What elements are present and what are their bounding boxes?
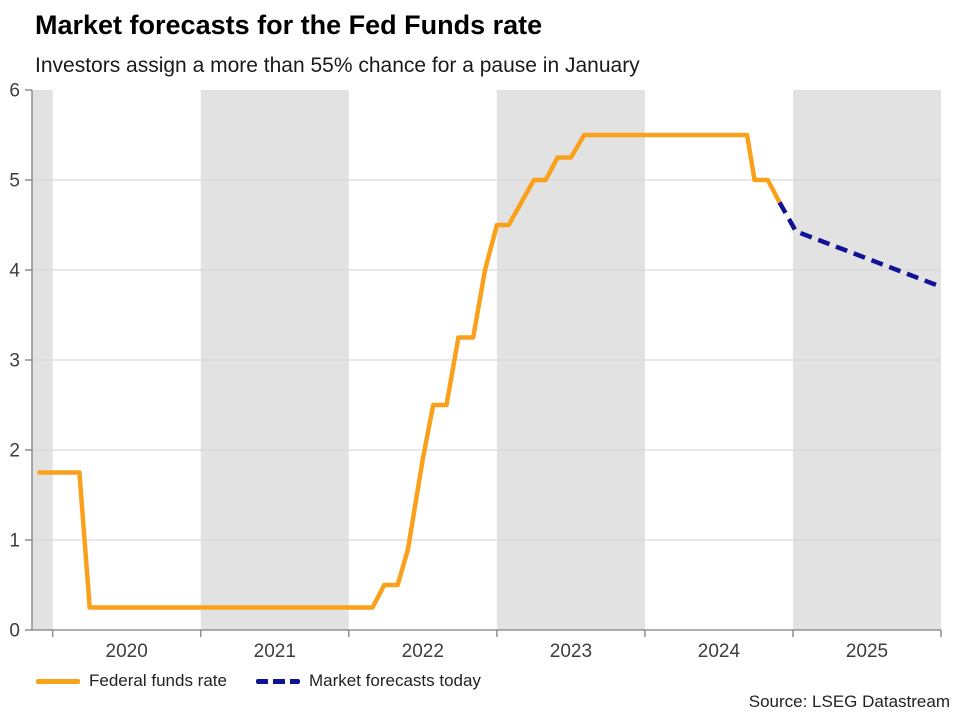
- chart-title: Market forecasts for the Fed Funds rate: [35, 10, 543, 40]
- y-tick-label: 1: [9, 531, 20, 552]
- federal-funds-rate-line-swatch: [36, 678, 80, 684]
- x-tick-label: 2021: [254, 641, 296, 662]
- y-tick-label: 2: [9, 441, 20, 462]
- y-tick-label: 0: [9, 621, 20, 642]
- x-tick-label: 2023: [550, 641, 592, 662]
- source-note: Source: LSEG Datastream: [748, 692, 950, 711]
- legend-label: Market forecasts today: [308, 671, 481, 690]
- y-tick-label: 4: [9, 261, 20, 282]
- y-tick-label: 3: [9, 351, 20, 372]
- series-line-market-forecasts-today: [777, 201, 941, 289]
- series-line-federal-funds-rate: [37, 132, 782, 610]
- chart-subtitle: Investors assign a more than 55% chance …: [35, 54, 640, 77]
- legend: Federal funds rate Market forecasts toda…: [36, 670, 481, 692]
- legend-item-market-forecasts: Market forecasts today: [255, 671, 481, 691]
- market-forecasts-dashed-line-swatch: [255, 678, 300, 684]
- x-tick-label: 2024: [698, 641, 741, 662]
- x-tick-label: 2025: [846, 641, 888, 662]
- x-tick-label: 2020: [106, 641, 148, 662]
- legend-item-federal-funds-rate: Federal funds rate: [36, 671, 227, 691]
- x-tick-label: 2022: [402, 641, 444, 662]
- legend-label: Federal funds rate: [89, 671, 227, 690]
- y-tick-label: 6: [9, 81, 20, 102]
- y-tick-label: 5: [9, 171, 20, 192]
